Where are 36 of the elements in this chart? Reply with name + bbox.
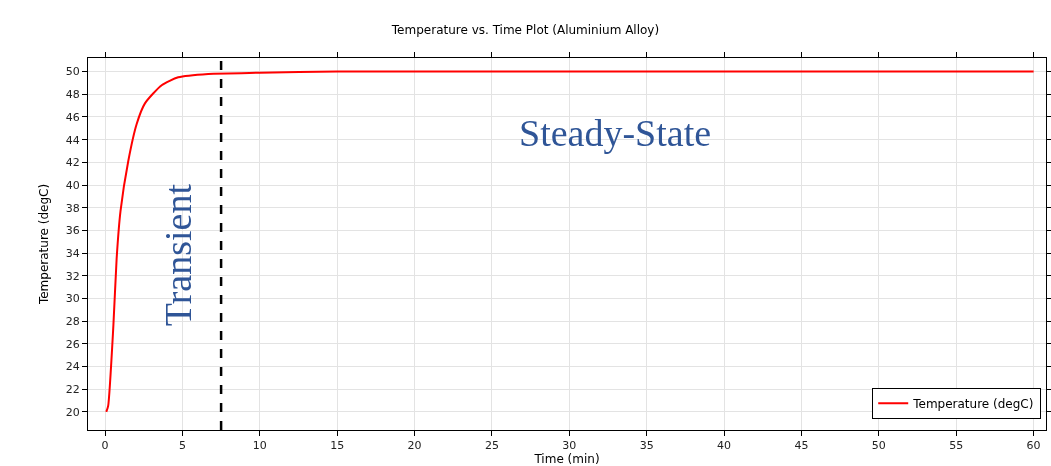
y-tick-label: 38 bbox=[65, 201, 80, 215]
x-tick-label: 55 bbox=[949, 439, 964, 453]
annotation: Steady-State bbox=[519, 112, 712, 154]
x-tick-label: 30 bbox=[562, 439, 577, 453]
x-tick-label: 5 bbox=[178, 439, 186, 453]
line-series bbox=[105, 70, 1035, 413]
x-tick-label: 15 bbox=[330, 439, 345, 453]
y-tick-label: 24 bbox=[65, 360, 80, 374]
y-axis-title: Temperature (degC) bbox=[37, 183, 52, 306]
x-tick-label: 25 bbox=[484, 439, 499, 453]
y-tick-label: 22 bbox=[65, 383, 80, 397]
y-tick-label: 48 bbox=[65, 88, 80, 102]
x-tick-label: 45 bbox=[794, 439, 809, 453]
y-tick-label: 28 bbox=[65, 314, 80, 328]
y-tick-label: 26 bbox=[65, 337, 80, 351]
x-tick-label: 0 bbox=[101, 439, 109, 453]
x-axis-title: Time (min) bbox=[533, 452, 600, 466]
x-tick-label: 50 bbox=[871, 439, 886, 453]
legend-label: Temperature (degC) bbox=[912, 397, 1034, 412]
y-tick-label: 42 bbox=[65, 156, 80, 170]
x-tick-label: 20 bbox=[407, 439, 422, 453]
x-tick-label: 10 bbox=[252, 439, 267, 453]
y-tick-label: 32 bbox=[65, 269, 80, 283]
x-tick-label: 60 bbox=[1026, 439, 1041, 453]
chart-title: Temperature vs. Time Plot (Aluminium Alloy) bbox=[390, 23, 660, 38]
x-tick-label: 35 bbox=[639, 439, 654, 453]
y-tick-label: 34 bbox=[65, 246, 80, 260]
y-tick-label: 40 bbox=[65, 178, 80, 192]
annotation: Transient bbox=[156, 183, 199, 327]
x-tick-label: 40 bbox=[717, 439, 732, 453]
y-tick-label: 50 bbox=[65, 65, 80, 79]
y-tick-label: 46 bbox=[65, 110, 80, 124]
y-tick-label: 44 bbox=[65, 133, 80, 147]
y-tick-label: 30 bbox=[65, 292, 80, 306]
y-tick-label: 36 bbox=[65, 224, 80, 238]
y-tick-label: 20 bbox=[65, 405, 80, 419]
